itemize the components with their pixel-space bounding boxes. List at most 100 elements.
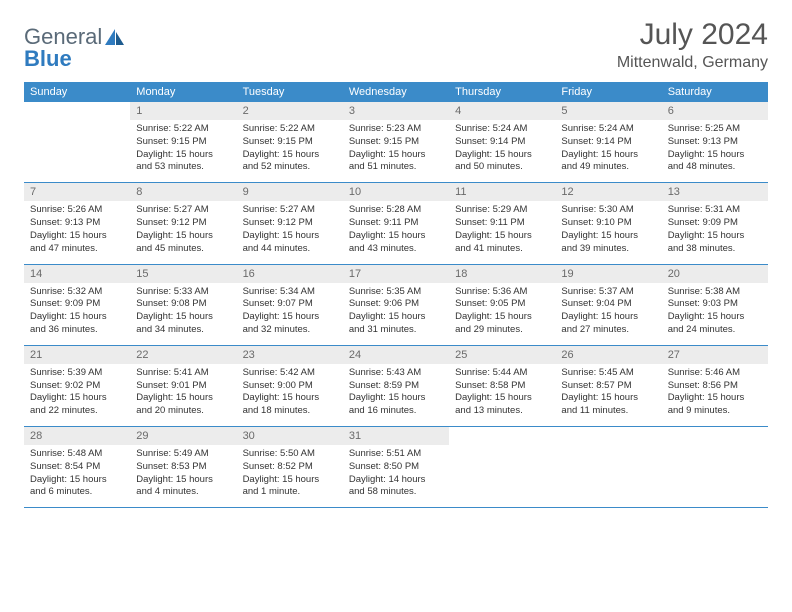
day-cell [555, 445, 661, 508]
day-header-row: Sunday Monday Tuesday Wednesday Thursday… [24, 82, 768, 102]
sunset: Sunset: 8:59 PM [349, 380, 443, 393]
day-number: 24 [343, 346, 449, 364]
day-header: Wednesday [343, 82, 449, 102]
sunset: Sunset: 9:09 PM [30, 298, 124, 311]
daylight-line1: Daylight: 15 hours [455, 311, 549, 324]
sunrise: Sunrise: 5:35 AM [349, 286, 443, 299]
day-header: Saturday [662, 82, 768, 102]
daylight-line2: and 6 minutes. [30, 486, 124, 499]
daynum-row: 123456 [24, 102, 768, 120]
day-cell: Sunrise: 5:25 AMSunset: 9:13 PMDaylight:… [662, 120, 768, 183]
day-number: 11 [449, 183, 555, 201]
day-cell: Sunrise: 5:49 AMSunset: 8:53 PMDaylight:… [130, 445, 236, 508]
data-row: Sunrise: 5:39 AMSunset: 9:02 PMDaylight:… [24, 364, 768, 427]
day-cell: Sunrise: 5:24 AMSunset: 9:14 PMDaylight:… [555, 120, 661, 183]
daylight-line2: and 22 minutes. [30, 405, 124, 418]
day-cell: Sunrise: 5:28 AMSunset: 9:11 PMDaylight:… [343, 201, 449, 264]
daylight-line2: and 53 minutes. [136, 161, 230, 174]
day-number: 13 [662, 183, 768, 201]
day-cell: Sunrise: 5:50 AMSunset: 8:52 PMDaylight:… [237, 445, 343, 508]
sunrise: Sunrise: 5:49 AM [136, 448, 230, 461]
day-cell: Sunrise: 5:23 AMSunset: 9:15 PMDaylight:… [343, 120, 449, 183]
day-number: 14 [24, 265, 130, 283]
day-cell: Sunrise: 5:45 AMSunset: 8:57 PMDaylight:… [555, 364, 661, 427]
calendar-table: Sunday Monday Tuesday Wednesday Thursday… [24, 82, 768, 508]
sunrise: Sunrise: 5:37 AM [561, 286, 655, 299]
day-number: 9 [237, 183, 343, 201]
daylight-line2: and 36 minutes. [30, 324, 124, 337]
daynum-row: 28293031 [24, 427, 768, 445]
sunset: Sunset: 9:06 PM [349, 298, 443, 311]
day-header: Sunday [24, 82, 130, 102]
sunset: Sunset: 9:02 PM [30, 380, 124, 393]
daylight-line1: Daylight: 15 hours [243, 392, 337, 405]
day-number: 5 [555, 102, 661, 120]
daylight-line1: Daylight: 15 hours [136, 149, 230, 162]
day-number: 30 [237, 427, 343, 445]
sunset: Sunset: 9:05 PM [455, 298, 549, 311]
sunrise: Sunrise: 5:41 AM [136, 367, 230, 380]
day-number: 25 [449, 346, 555, 364]
sunset: Sunset: 9:13 PM [668, 136, 762, 149]
day-cell: Sunrise: 5:34 AMSunset: 9:07 PMDaylight:… [237, 283, 343, 346]
daylight-line1: Daylight: 15 hours [561, 392, 655, 405]
data-row: Sunrise: 5:22 AMSunset: 9:15 PMDaylight:… [24, 120, 768, 183]
daylight-line1: Daylight: 15 hours [30, 392, 124, 405]
day-cell: Sunrise: 5:39 AMSunset: 9:02 PMDaylight:… [24, 364, 130, 427]
sunrise: Sunrise: 5:29 AM [455, 204, 549, 217]
day-number [555, 427, 661, 445]
daylight-line1: Daylight: 15 hours [136, 474, 230, 487]
daylight-line1: Daylight: 15 hours [455, 230, 549, 243]
daylight-line1: Daylight: 15 hours [136, 392, 230, 405]
sunrise: Sunrise: 5:25 AM [668, 123, 762, 136]
sunrise: Sunrise: 5:42 AM [243, 367, 337, 380]
day-header: Friday [555, 82, 661, 102]
sunset: Sunset: 9:15 PM [243, 136, 337, 149]
data-row: Sunrise: 5:48 AMSunset: 8:54 PMDaylight:… [24, 445, 768, 508]
day-cell: Sunrise: 5:29 AMSunset: 9:11 PMDaylight:… [449, 201, 555, 264]
day-cell: Sunrise: 5:37 AMSunset: 9:04 PMDaylight:… [555, 283, 661, 346]
daylight-line2: and 45 minutes. [136, 243, 230, 256]
day-number: 16 [237, 265, 343, 283]
day-cell: Sunrise: 5:46 AMSunset: 8:56 PMDaylight:… [662, 364, 768, 427]
sunset: Sunset: 9:14 PM [561, 136, 655, 149]
daylight-line1: Daylight: 15 hours [243, 474, 337, 487]
daylight-line2: and 11 minutes. [561, 405, 655, 418]
day-cell: Sunrise: 5:26 AMSunset: 9:13 PMDaylight:… [24, 201, 130, 264]
day-cell: Sunrise: 5:27 AMSunset: 9:12 PMDaylight:… [237, 201, 343, 264]
sunrise: Sunrise: 5:36 AM [455, 286, 549, 299]
sunset: Sunset: 9:13 PM [30, 217, 124, 230]
daynum-row: 14151617181920 [24, 265, 768, 283]
day-number: 2 [237, 102, 343, 120]
day-number: 23 [237, 346, 343, 364]
sunrise: Sunrise: 5:30 AM [561, 204, 655, 217]
sunrise: Sunrise: 5:43 AM [349, 367, 443, 380]
day-number: 8 [130, 183, 236, 201]
day-number: 28 [24, 427, 130, 445]
day-number: 27 [662, 346, 768, 364]
day-cell: Sunrise: 5:48 AMSunset: 8:54 PMDaylight:… [24, 445, 130, 508]
daylight-line2: and 48 minutes. [668, 161, 762, 174]
sunrise: Sunrise: 5:38 AM [668, 286, 762, 299]
daylight-line1: Daylight: 15 hours [30, 474, 124, 487]
day-cell: Sunrise: 5:41 AMSunset: 9:01 PMDaylight:… [130, 364, 236, 427]
daylight-line2: and 31 minutes. [349, 324, 443, 337]
daylight-line2: and 13 minutes. [455, 405, 549, 418]
day-number: 21 [24, 346, 130, 364]
daylight-line2: and 52 minutes. [243, 161, 337, 174]
sunrise: Sunrise: 5:22 AM [243, 123, 337, 136]
day-number [449, 427, 555, 445]
sunrise: Sunrise: 5:22 AM [136, 123, 230, 136]
daylight-line2: and 29 minutes. [455, 324, 549, 337]
sunrise: Sunrise: 5:24 AM [455, 123, 549, 136]
day-number: 12 [555, 183, 661, 201]
sunset: Sunset: 8:52 PM [243, 461, 337, 474]
day-cell [449, 445, 555, 508]
sunrise: Sunrise: 5:33 AM [136, 286, 230, 299]
day-cell: Sunrise: 5:22 AMSunset: 9:15 PMDaylight:… [130, 120, 236, 183]
sunset: Sunset: 8:53 PM [136, 461, 230, 474]
day-number: 7 [24, 183, 130, 201]
sunset: Sunset: 9:00 PM [243, 380, 337, 393]
day-cell: Sunrise: 5:51 AMSunset: 8:50 PMDaylight:… [343, 445, 449, 508]
daylight-line2: and 27 minutes. [561, 324, 655, 337]
